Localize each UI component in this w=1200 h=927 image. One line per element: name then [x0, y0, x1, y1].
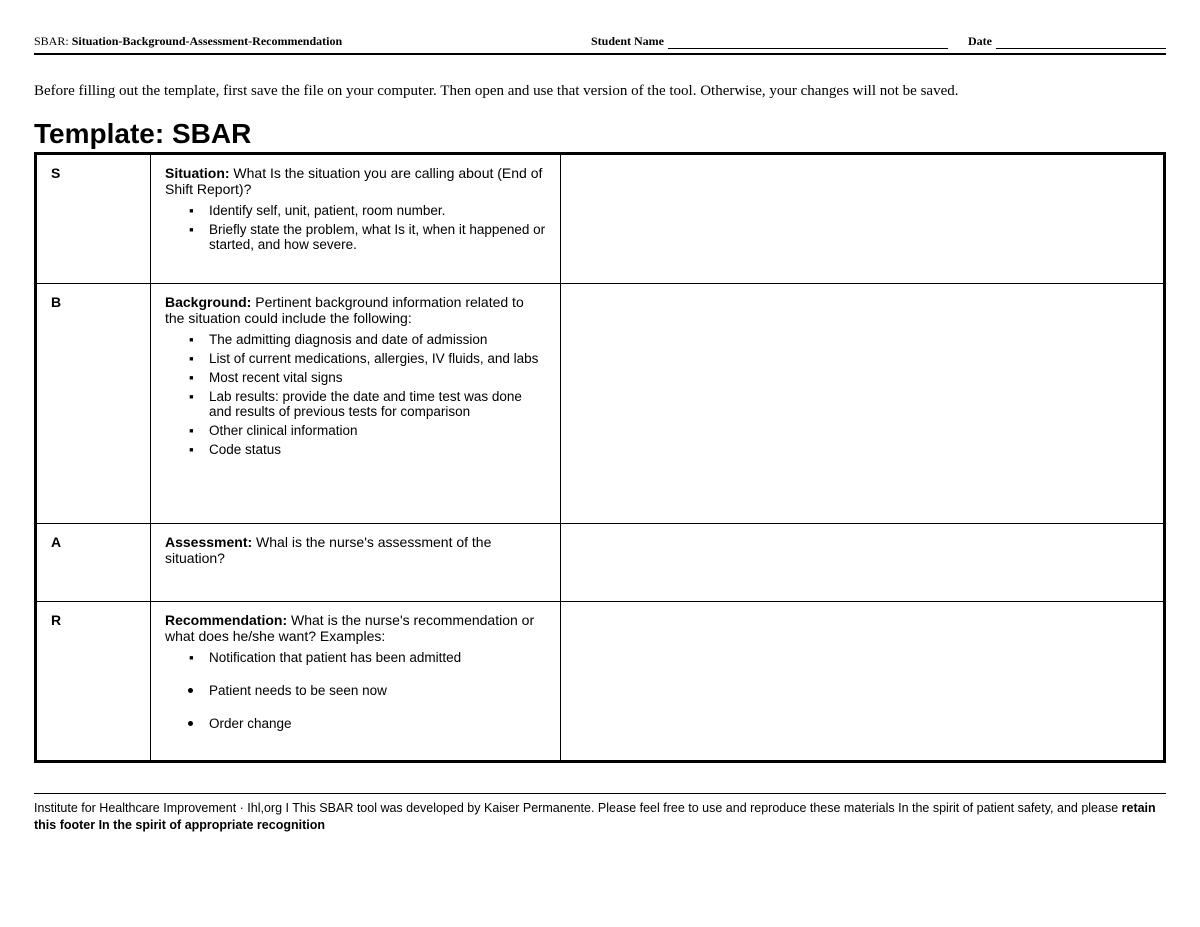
bullet-item: Code status — [205, 442, 546, 457]
bullets-b: The admitting diagnosis and date of admi… — [165, 332, 546, 457]
lead-b: Background: — [165, 294, 251, 310]
student-name-field: Student Name — [591, 34, 948, 49]
document-page: SBAR: Situation-Background-Assessment-Re… — [0, 0, 1200, 854]
desc-s: Situation: What Is the situation you are… — [151, 154, 561, 284]
letter-a: A — [36, 524, 151, 602]
input-area-s[interactable] — [561, 154, 1165, 284]
bullet-item: Other clinical information — [205, 423, 546, 438]
bullet-item: Order change — [205, 712, 546, 731]
row-assessment: A Assessment: Whal is the nurse's assess… — [36, 524, 1165, 602]
row-background: B Background: Pertinent background infor… — [36, 284, 1165, 524]
header-prefix: SBAR: — [34, 34, 69, 48]
letter-r: R — [36, 602, 151, 762]
date-line[interactable] — [996, 37, 1166, 49]
page-title: Template: SBAR — [34, 118, 1166, 150]
desc-b: Background: Pertinent background informa… — [151, 284, 561, 524]
lead-r: Recommendation: — [165, 612, 287, 628]
bullet-item: List of current medications, allergies, … — [205, 351, 546, 366]
bullets-r-big: Patient needs to be seen now Order chang… — [165, 679, 546, 731]
sbar-table: S Situation: What Is the situation you a… — [34, 152, 1166, 763]
row-situation: S Situation: What Is the situation you a… — [36, 154, 1165, 284]
lead-a: Assessment: — [165, 534, 252, 550]
desc-r: Recommendation: What is the nurse's reco… — [151, 602, 561, 762]
letter-b: B — [36, 284, 151, 524]
footer: Institute for Healthcare Improvement · I… — [34, 793, 1166, 834]
bullet-item: Most recent vital signs — [205, 370, 546, 385]
desc-a: Assessment: Whal is the nurse's assessme… — [151, 524, 561, 602]
date-field: Date — [968, 34, 1166, 49]
bullet-item: The admitting diagnosis and date of admi… — [205, 332, 546, 347]
lead-s: Situation: — [165, 165, 230, 181]
bullets-r-small: Notification that patient has been admit… — [165, 650, 546, 665]
bullet-item: Lab results: provide the date and time t… — [205, 389, 546, 419]
header-bold-title: Situation-Background-Assessment-Recommen… — [72, 34, 342, 48]
header-title: SBAR: Situation-Background-Assessment-Re… — [34, 34, 342, 49]
footer-text: Institute for Healthcare Improvement · I… — [34, 801, 1122, 815]
letter-s: S — [36, 154, 151, 284]
bullet-item: Briefly state the problem, what Is it, w… — [205, 222, 546, 252]
input-area-b[interactable] — [561, 284, 1165, 524]
input-area-a[interactable] — [561, 524, 1165, 602]
student-name-label: Student Name — [591, 34, 664, 49]
row-recommendation: R Recommendation: What is the nurse's re… — [36, 602, 1165, 762]
header-row: SBAR: Situation-Background-Assessment-Re… — [34, 34, 1166, 55]
bullet-item: Notification that patient has been admit… — [205, 650, 546, 665]
date-label: Date — [968, 34, 992, 49]
instructions-text: Before filling out the template, first s… — [34, 83, 1166, 100]
bullet-item: Identify self, unit, patient, room numbe… — [205, 203, 546, 218]
bullets-s: Identify self, unit, patient, room numbe… — [165, 203, 546, 252]
input-area-r[interactable] — [561, 602, 1165, 762]
bullet-item: Patient needs to be seen now — [205, 679, 546, 698]
student-name-line[interactable] — [668, 37, 948, 49]
